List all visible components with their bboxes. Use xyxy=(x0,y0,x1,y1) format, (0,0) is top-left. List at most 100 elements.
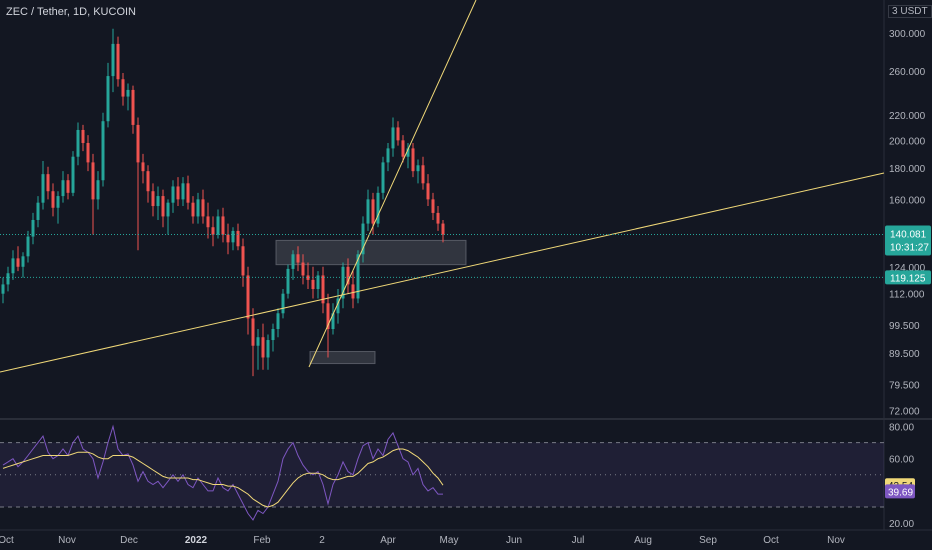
time-tick-label: Jun xyxy=(506,535,522,546)
candle-body xyxy=(401,140,405,157)
time-tick-label: Nov xyxy=(58,535,76,546)
candle-body xyxy=(226,234,230,243)
time-tick-label: Oct xyxy=(0,535,14,546)
candle-body xyxy=(301,262,305,276)
candle-body xyxy=(16,258,20,267)
candle-body xyxy=(421,165,425,184)
candle-body xyxy=(141,162,145,172)
candle-body xyxy=(221,216,225,235)
candle-body xyxy=(81,129,85,143)
price-tick-label: 160.000 xyxy=(889,195,926,206)
candle-body xyxy=(166,202,170,217)
price-pane[interactable] xyxy=(0,0,932,530)
oscillator-tick-label: 20.00 xyxy=(889,519,914,530)
price-tick-label: 260.000 xyxy=(889,67,926,78)
candle-body xyxy=(51,191,55,208)
candle-body xyxy=(156,196,160,207)
time-axis[interactable]: Oct Nov Dec 2022 Feb 2 Apr May Jun Jul Aug Sep Oct No… xyxy=(0,529,932,546)
candle-body xyxy=(1,284,5,294)
candle-body xyxy=(46,174,50,192)
oscillator-line xyxy=(2,424,443,521)
candle-body xyxy=(176,186,180,200)
candle-body xyxy=(256,337,260,346)
candle-body xyxy=(71,156,75,193)
zone-box-1 xyxy=(309,351,376,365)
currency-prefix: 3 xyxy=(892,6,898,17)
candle-body xyxy=(371,199,375,224)
marked-level-tag xyxy=(885,270,931,285)
candle-body xyxy=(296,254,300,263)
candle-body xyxy=(406,148,410,157)
candle-body xyxy=(286,268,290,294)
time-tick-label: Oct xyxy=(763,535,779,546)
countdown-value: 10:31:27 xyxy=(890,243,929,254)
candle-body xyxy=(316,275,320,290)
candle-body xyxy=(101,121,105,181)
last-price-value: 140.081 xyxy=(890,230,927,241)
candle-body xyxy=(376,192,380,224)
last-price-tag xyxy=(885,225,931,256)
candle-body xyxy=(336,298,340,314)
candle-body xyxy=(356,254,360,299)
candle-body xyxy=(246,275,250,319)
symbol-title[interactable]: ZEC / Tether, 1D, KUCOIN xyxy=(6,6,137,18)
price-tick-label: 180.000 xyxy=(889,164,926,175)
candle-body xyxy=(216,216,220,235)
price-tick-label: 220.000 xyxy=(889,111,926,122)
price-axis[interactable]: 300.000 260.000 220.000 200.000 180.000 160.0… xyxy=(885,29,931,530)
candle-body xyxy=(261,337,265,358)
candle-body xyxy=(31,219,35,237)
candle-body xyxy=(441,223,445,235)
candle-body xyxy=(186,183,190,203)
trendline-2 xyxy=(308,0,477,368)
price-tick-label: 89.500 xyxy=(889,349,920,360)
candle-body xyxy=(76,129,80,157)
currency-label: USDT xyxy=(900,6,928,17)
oscillator-value-tag xyxy=(885,484,915,499)
candle-body xyxy=(96,180,100,200)
candle-body xyxy=(291,254,295,269)
candle-body xyxy=(116,43,120,80)
candle-body xyxy=(11,258,15,274)
currency-badge[interactable]: 3 USDT xyxy=(888,5,932,18)
candle-body xyxy=(381,162,385,193)
oscillator-tick-label: 60.00 xyxy=(889,455,914,466)
oscillator-value: 39.69 xyxy=(888,487,913,498)
candle-body xyxy=(346,266,350,285)
candle-body xyxy=(331,313,335,330)
candle-body xyxy=(396,127,400,141)
candle-body xyxy=(41,174,45,203)
candle-body xyxy=(91,162,95,200)
oscillator-pane[interactable] xyxy=(0,424,884,521)
candle-body xyxy=(161,196,165,217)
candle-body xyxy=(351,284,355,299)
candle-body xyxy=(241,246,245,276)
candle-body xyxy=(21,256,25,267)
signal-line xyxy=(2,448,444,508)
candle-body xyxy=(6,273,10,285)
candle-body xyxy=(131,89,135,125)
candle-body xyxy=(416,165,420,172)
candle-body xyxy=(136,124,140,163)
candle-body xyxy=(206,216,210,228)
candle-body xyxy=(66,180,70,193)
candle-body xyxy=(121,79,125,97)
price-tick-label: 200.000 xyxy=(889,136,926,147)
candle-body xyxy=(386,148,390,163)
candle-body xyxy=(26,236,30,257)
candle-body xyxy=(146,171,150,192)
time-tick-label: 2022 xyxy=(185,535,208,546)
candle-body xyxy=(436,212,440,224)
time-tick-label: May xyxy=(440,535,459,546)
candle-body xyxy=(151,191,155,207)
price-tick-label: 99.500 xyxy=(889,321,920,332)
price-tick-label: 112.000 xyxy=(889,290,925,301)
candle-body xyxy=(196,199,200,217)
candle-body xyxy=(181,183,185,200)
candle-body xyxy=(56,196,60,208)
candle-body xyxy=(201,199,205,217)
candle-body xyxy=(311,279,315,290)
candle-body xyxy=(106,76,110,122)
candle-body xyxy=(271,329,275,341)
